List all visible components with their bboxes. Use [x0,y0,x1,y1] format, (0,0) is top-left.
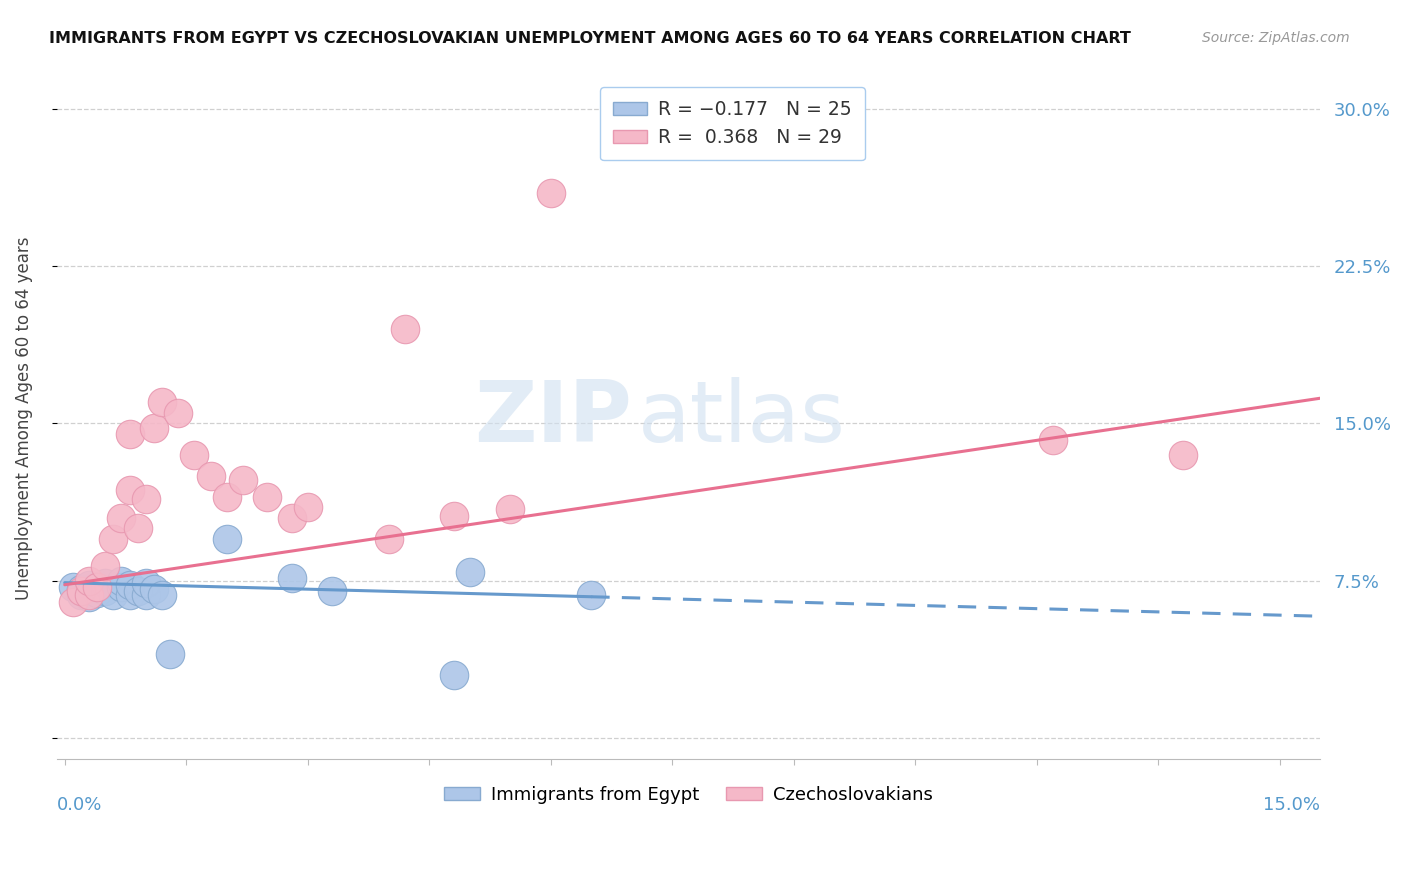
Point [256,490,278,504]
Point [1171,448,1194,462]
Legend: Immigrants from Egypt, Czechoslovakians: Immigrants from Egypt, Czechoslovakians [437,779,941,811]
Point [297,500,319,515]
Point [94,575,117,590]
Point [110,580,132,594]
Point [127,521,149,535]
Point [127,584,149,599]
Point [394,322,416,336]
Point [150,588,173,602]
Point [103,532,125,546]
Point [378,532,401,546]
Point [499,502,522,516]
Point [215,532,238,546]
Point [443,668,465,682]
Point [200,468,222,483]
Point [110,574,132,588]
Point [581,588,603,602]
Point [62,580,84,594]
Point [70,588,93,602]
Point [159,647,181,661]
Text: 0.0%: 0.0% [56,797,103,814]
Point [142,582,165,596]
Text: atlas: atlas [638,376,846,459]
Point [94,584,117,599]
Point [321,584,343,599]
Point [77,591,100,605]
Point [86,580,108,594]
Point [70,584,93,599]
Point [280,510,302,524]
Point [540,186,562,200]
Point [86,586,108,600]
Point [135,491,157,506]
Point [103,588,125,602]
Point [77,574,100,588]
Point [118,426,141,441]
Point [183,448,205,462]
Point [150,395,173,409]
Point [118,588,141,602]
Point [458,565,481,579]
Point [443,508,465,523]
Point [77,578,100,592]
Point [167,406,190,420]
Text: IMMIGRANTS FROM EGYPT VS CZECHOSLOVAKIAN UNEMPLOYMENT AMONG AGES 60 TO 64 YEARS : IMMIGRANTS FROM EGYPT VS CZECHOSLOVAKIAN… [49,31,1130,46]
Point [62,594,84,608]
Point [77,588,100,602]
Point [94,558,117,573]
Text: Source: ZipAtlas.com: Source: ZipAtlas.com [1202,31,1350,45]
Point [280,572,302,586]
Point [118,483,141,498]
Point [135,588,157,602]
Point [142,420,165,434]
Text: ZIP: ZIP [474,376,631,459]
Y-axis label: Unemployment Among Ages 60 to 64 years: Unemployment Among Ages 60 to 64 years [15,236,32,599]
Point [118,578,141,592]
Point [232,473,254,487]
Point [135,575,157,590]
Point [215,490,238,504]
Point [110,510,132,524]
Point [1042,433,1064,447]
Text: 15.0%: 15.0% [1264,797,1320,814]
Point [70,582,93,596]
